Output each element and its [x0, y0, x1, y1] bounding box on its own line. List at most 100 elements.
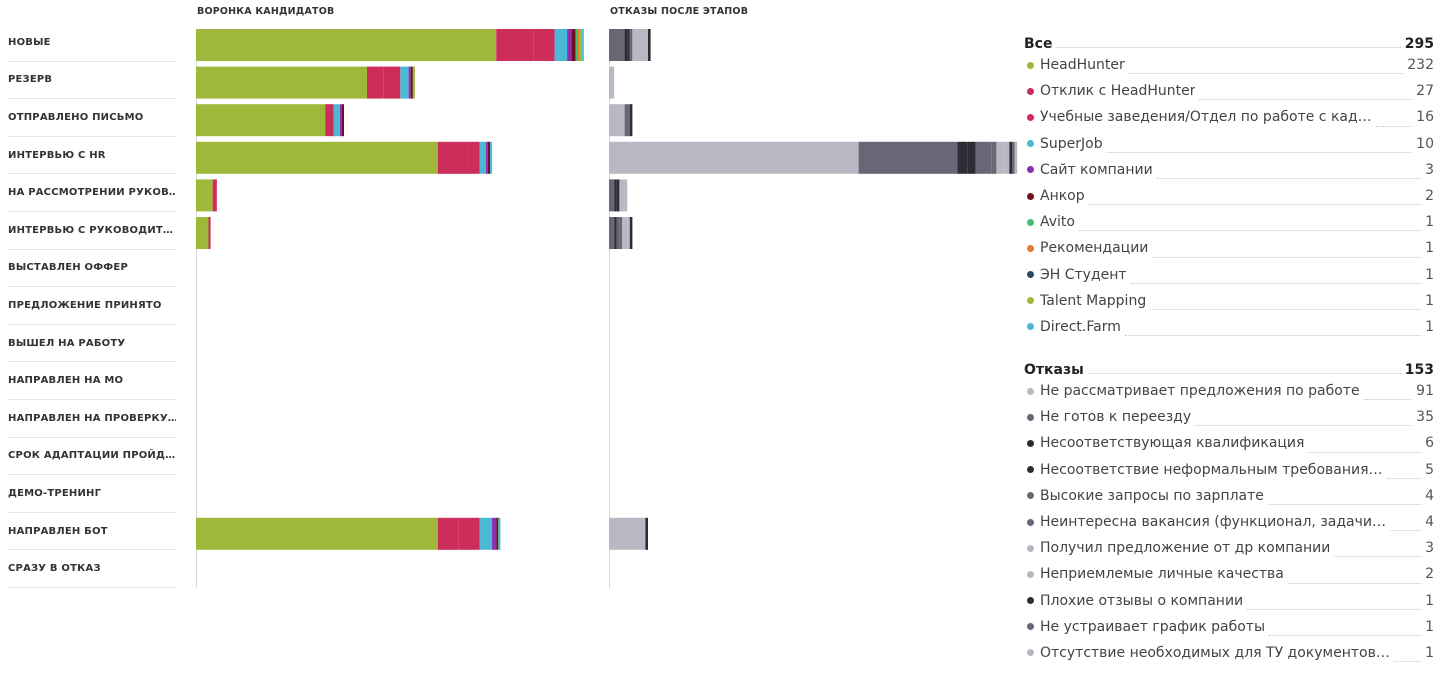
bar-segment[interactable] [991, 141, 997, 174]
stage-label[interactable]: НОВЫЕ [8, 24, 176, 62]
bar-segment[interactable] [325, 104, 334, 137]
bar-segment[interactable] [571, 29, 576, 61]
legend-rejects-item[interactable]: Высокие запросы по зарплате 4 [1024, 483, 1434, 509]
legend-sources-item[interactable]: SuperJob 10 [1024, 131, 1434, 157]
bar-segment[interactable] [408, 66, 411, 99]
bar-segment[interactable] [489, 141, 493, 174]
bar-segment[interactable] [496, 29, 534, 61]
bar-segment[interactable] [614, 179, 617, 212]
legend-sources-item[interactable]: Рекомендации 1 [1024, 235, 1434, 261]
bar-segment[interactable] [858, 141, 958, 174]
bar-segment[interactable] [629, 104, 633, 137]
bar-segment[interactable] [1009, 141, 1012, 174]
bar-segment[interactable] [485, 141, 488, 174]
bar-segment[interactable] [616, 217, 620, 249]
bar-segment[interactable] [196, 141, 438, 174]
bar-segment[interactable] [579, 29, 582, 61]
legend-rejects-item[interactable]: Не устраивает график работы 1 [1024, 614, 1434, 640]
bar-segment[interactable] [1014, 141, 1018, 174]
stage-label[interactable]: СРАЗУ В ОТКАЗ [8, 550, 176, 588]
bar-segment[interactable] [614, 217, 617, 249]
bar-segment[interactable] [196, 104, 326, 137]
stage-label[interactable]: НАПРАВЛЕН НА ПРОВЕРКУ… [8, 400, 176, 438]
stage-label[interactable]: НА РАССМОТРЕНИИ РУКОВ… [8, 174, 176, 212]
bar-segment[interactable] [645, 517, 648, 550]
bar-segment[interactable] [208, 217, 211, 249]
bar-segment[interactable] [609, 66, 615, 99]
stage-label[interactable]: ВЫСТАВЛЕН ОФФЕР [8, 250, 176, 288]
bar-segment[interactable] [627, 217, 630, 249]
legend-rejects-item[interactable]: Не рассматривает предложения по работе 91 [1024, 378, 1434, 404]
bar-segment[interactable] [196, 66, 367, 99]
stage-label[interactable]: НАПРАВЛЕН БОТ [8, 513, 176, 551]
legend-rejects-item[interactable]: Плохие отзывы о компании 1 [1024, 588, 1434, 614]
legend-rejects-item[interactable]: Получил предложение от др компании 3 [1024, 535, 1434, 561]
legend-sources-item[interactable]: HeadHunter 232 [1024, 52, 1434, 78]
bar-segment[interactable] [609, 141, 859, 174]
bar-segment[interactable] [366, 66, 384, 99]
legend-rejects-item[interactable]: Несоответствующая квалификация 6 [1024, 430, 1434, 456]
bar-segment[interactable] [333, 104, 340, 137]
legend-rejects-item[interactable]: Неприемлемые личные качества 2 [1024, 561, 1434, 587]
legend-sources-item[interactable]: Сайт компании 3 [1024, 157, 1434, 183]
stage-label[interactable]: РЕЗЕРВ [8, 62, 176, 100]
bar-segment[interactable] [619, 179, 625, 212]
bar-segment[interactable] [581, 29, 584, 61]
bar-segment[interactable] [196, 217, 209, 249]
legend-sources-header[interactable]: Все 295 [1024, 30, 1434, 52]
bar-segment[interactable] [554, 29, 568, 61]
bar-segment[interactable] [967, 141, 976, 174]
bar-segment[interactable] [196, 517, 438, 550]
bar-segment[interactable] [410, 66, 413, 99]
bar-segment[interactable] [975, 141, 992, 174]
bar-segment[interactable] [1012, 141, 1015, 174]
stage-label[interactable]: СРОК АДАПТАЦИИ ПРОЙД… [8, 438, 176, 476]
legend-rejects-item[interactable]: Несоответствие неформальным требования… 5 [1024, 457, 1434, 483]
bar-segment[interactable] [339, 104, 342, 137]
bar-segment[interactable] [196, 179, 213, 212]
stage-label[interactable]: ДЕМО-ТРЕНИНГ [8, 475, 176, 513]
legend-sources-item[interactable]: ЭН Студент 1 [1024, 262, 1434, 288]
bar-segment[interactable] [567, 29, 572, 61]
bar-segment[interactable] [487, 141, 490, 174]
bar-segment[interactable] [609, 517, 646, 550]
bar-segment[interactable] [458, 517, 480, 550]
bar-segment[interactable] [624, 179, 628, 212]
legend-sources-item[interactable]: Учебные заведения/Отдел по работе с кад…… [1024, 104, 1434, 130]
bar-segment[interactable] [212, 179, 217, 212]
bar-segment[interactable] [412, 66, 415, 99]
bar-segment[interactable] [533, 29, 555, 61]
legend-sources-item[interactable]: Avito 1 [1024, 209, 1434, 235]
bar-segment[interactable] [619, 217, 622, 249]
bar-segment[interactable] [437, 141, 468, 174]
bar-segment[interactable] [996, 141, 1005, 174]
bar-segment[interactable] [577, 29, 580, 61]
stage-label[interactable]: ВЫШЕЛ НА РАБОТУ [8, 325, 176, 363]
bar-segment[interactable] [383, 66, 401, 99]
bar-segment[interactable] [496, 517, 499, 550]
bar-segment[interactable] [1004, 141, 1010, 174]
legend-sources-item[interactable]: Отклик с HeadHunter 27 [1024, 78, 1434, 104]
bar-segment[interactable] [648, 29, 651, 61]
stage-label[interactable]: ПРЕДЛОЖЕНИЕ ПРИНЯТО [8, 287, 176, 325]
stage-label[interactable]: ОТПРАВЛЕНО ПИСЬМО [8, 99, 176, 137]
stage-label[interactable]: НАПРАВЛЕН НА МО [8, 362, 176, 400]
legend-sources-item[interactable]: Talent Mapping 1 [1024, 288, 1434, 314]
bar-segment[interactable] [616, 179, 620, 212]
bar-segment[interactable] [957, 141, 968, 174]
bar-segment[interactable] [196, 29, 497, 61]
stage-label[interactable]: ИНТЕРВЬЮ С РУКОВОДИТ… [8, 212, 176, 250]
bar-segment[interactable] [632, 29, 648, 61]
legend-sources-item[interactable]: Direct.Farm 1 [1024, 314, 1434, 340]
bar-segment[interactable] [609, 29, 625, 61]
bar-segment[interactable] [437, 517, 459, 550]
stage-label[interactable]: ИНТЕРВЬЮ С HR [8, 137, 176, 175]
bar-segment[interactable] [479, 141, 486, 174]
legend-rejects-item[interactable]: Отсутствие необходимых для ТУ документов… [1024, 640, 1434, 666]
bar-segment[interactable] [400, 66, 409, 99]
legend-rejects-header[interactable]: Отказы 153 [1024, 356, 1434, 378]
bar-segment[interactable] [624, 29, 628, 61]
bar-segment[interactable] [622, 217, 628, 249]
legend-sources-item[interactable]: Анкор 2 [1024, 183, 1434, 209]
bar-segment[interactable] [492, 517, 497, 550]
